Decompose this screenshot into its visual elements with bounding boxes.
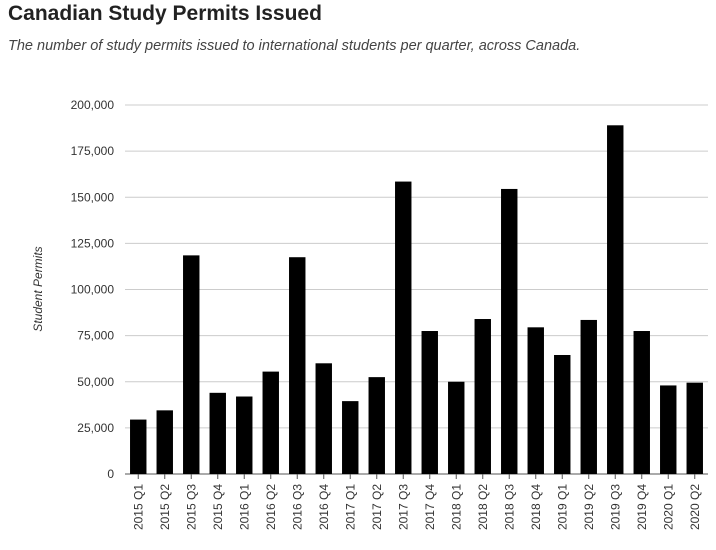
bar (527, 327, 544, 474)
x-tick-label: 2019 Q3 (608, 484, 622, 530)
x-tick-label: 2015 Q4 (211, 484, 225, 530)
bar (448, 381, 465, 474)
bar (607, 125, 624, 475)
bar (686, 382, 703, 474)
bar (554, 354, 571, 474)
x-tick-label: 2016 Q4 (317, 484, 331, 530)
x-tick-label: 2019 Q4 (635, 484, 649, 530)
y-tick-label: 25,000 (77, 421, 114, 435)
x-tick-label: 2015 Q2 (158, 484, 172, 530)
x-tick-label: 2018 Q3 (502, 484, 516, 530)
x-tick-label: 2020 Q2 (688, 484, 702, 530)
bars (130, 125, 703, 475)
x-tick-label: 2019 Q2 (582, 484, 596, 530)
x-tick-label: 2017 Q1 (343, 484, 357, 530)
y-tick-label: 0 (107, 467, 114, 481)
bar (474, 319, 491, 474)
bar (156, 410, 173, 474)
y-tick-label: 100,000 (71, 283, 115, 297)
bar (660, 385, 677, 474)
bar (501, 188, 518, 474)
bar (580, 319, 597, 474)
bar (262, 371, 279, 474)
bar (342, 401, 359, 474)
bar (395, 181, 412, 474)
chart-subtitle: The number of study permits issued to in… (8, 38, 581, 54)
y-tick-label: 200,000 (71, 98, 115, 112)
y-tick-label: 75,000 (77, 329, 114, 343)
x-tick-label: 2016 Q1 (237, 484, 251, 530)
x-tick-label: 2016 Q3 (290, 484, 304, 530)
x-tick-label: 2017 Q2 (370, 484, 384, 530)
y-tick-label: 175,000 (71, 144, 115, 158)
x-tick-label: 2018 Q2 (476, 484, 490, 530)
x-tick-label: 2018 Q4 (529, 484, 543, 530)
y-tick-label: 125,000 (71, 236, 115, 250)
x-tick-label: 2019 Q1 (555, 484, 569, 530)
bar (183, 255, 200, 474)
y-axis-ticks: 0 25,000 50,000 75,000 100,000 125,000 150,000… (71, 98, 115, 481)
x-tick-label: 2020 Q1 (661, 484, 675, 530)
bar (315, 363, 332, 474)
x-tick-label: 2016 Q2 (264, 484, 278, 530)
bar (289, 257, 306, 474)
bar (633, 331, 650, 474)
bar (421, 331, 438, 474)
x-tick-label: 2017 Q3 (396, 484, 410, 530)
bar (209, 392, 226, 474)
bar (130, 419, 147, 474)
y-axis-title: Student Permits (31, 246, 45, 331)
bar (368, 377, 385, 474)
y-tick-label: 50,000 (77, 375, 114, 389)
x-tick-label: 2017 Q4 (423, 484, 437, 530)
y-tick-label: 150,000 (71, 190, 115, 204)
x-axis-ticks: 2015 Q1 2015 Q2 2015 Q3 2015 Q4 2016 Q1 2016 … (131, 474, 702, 530)
chart-title: Canadian Study Permits Issued (8, 2, 322, 25)
x-tick-label: 2015 Q3 (184, 484, 198, 530)
x-tick-label: 2018 Q1 (449, 484, 463, 530)
bar (236, 396, 253, 474)
x-tick-label: 2015 Q1 (131, 484, 145, 530)
